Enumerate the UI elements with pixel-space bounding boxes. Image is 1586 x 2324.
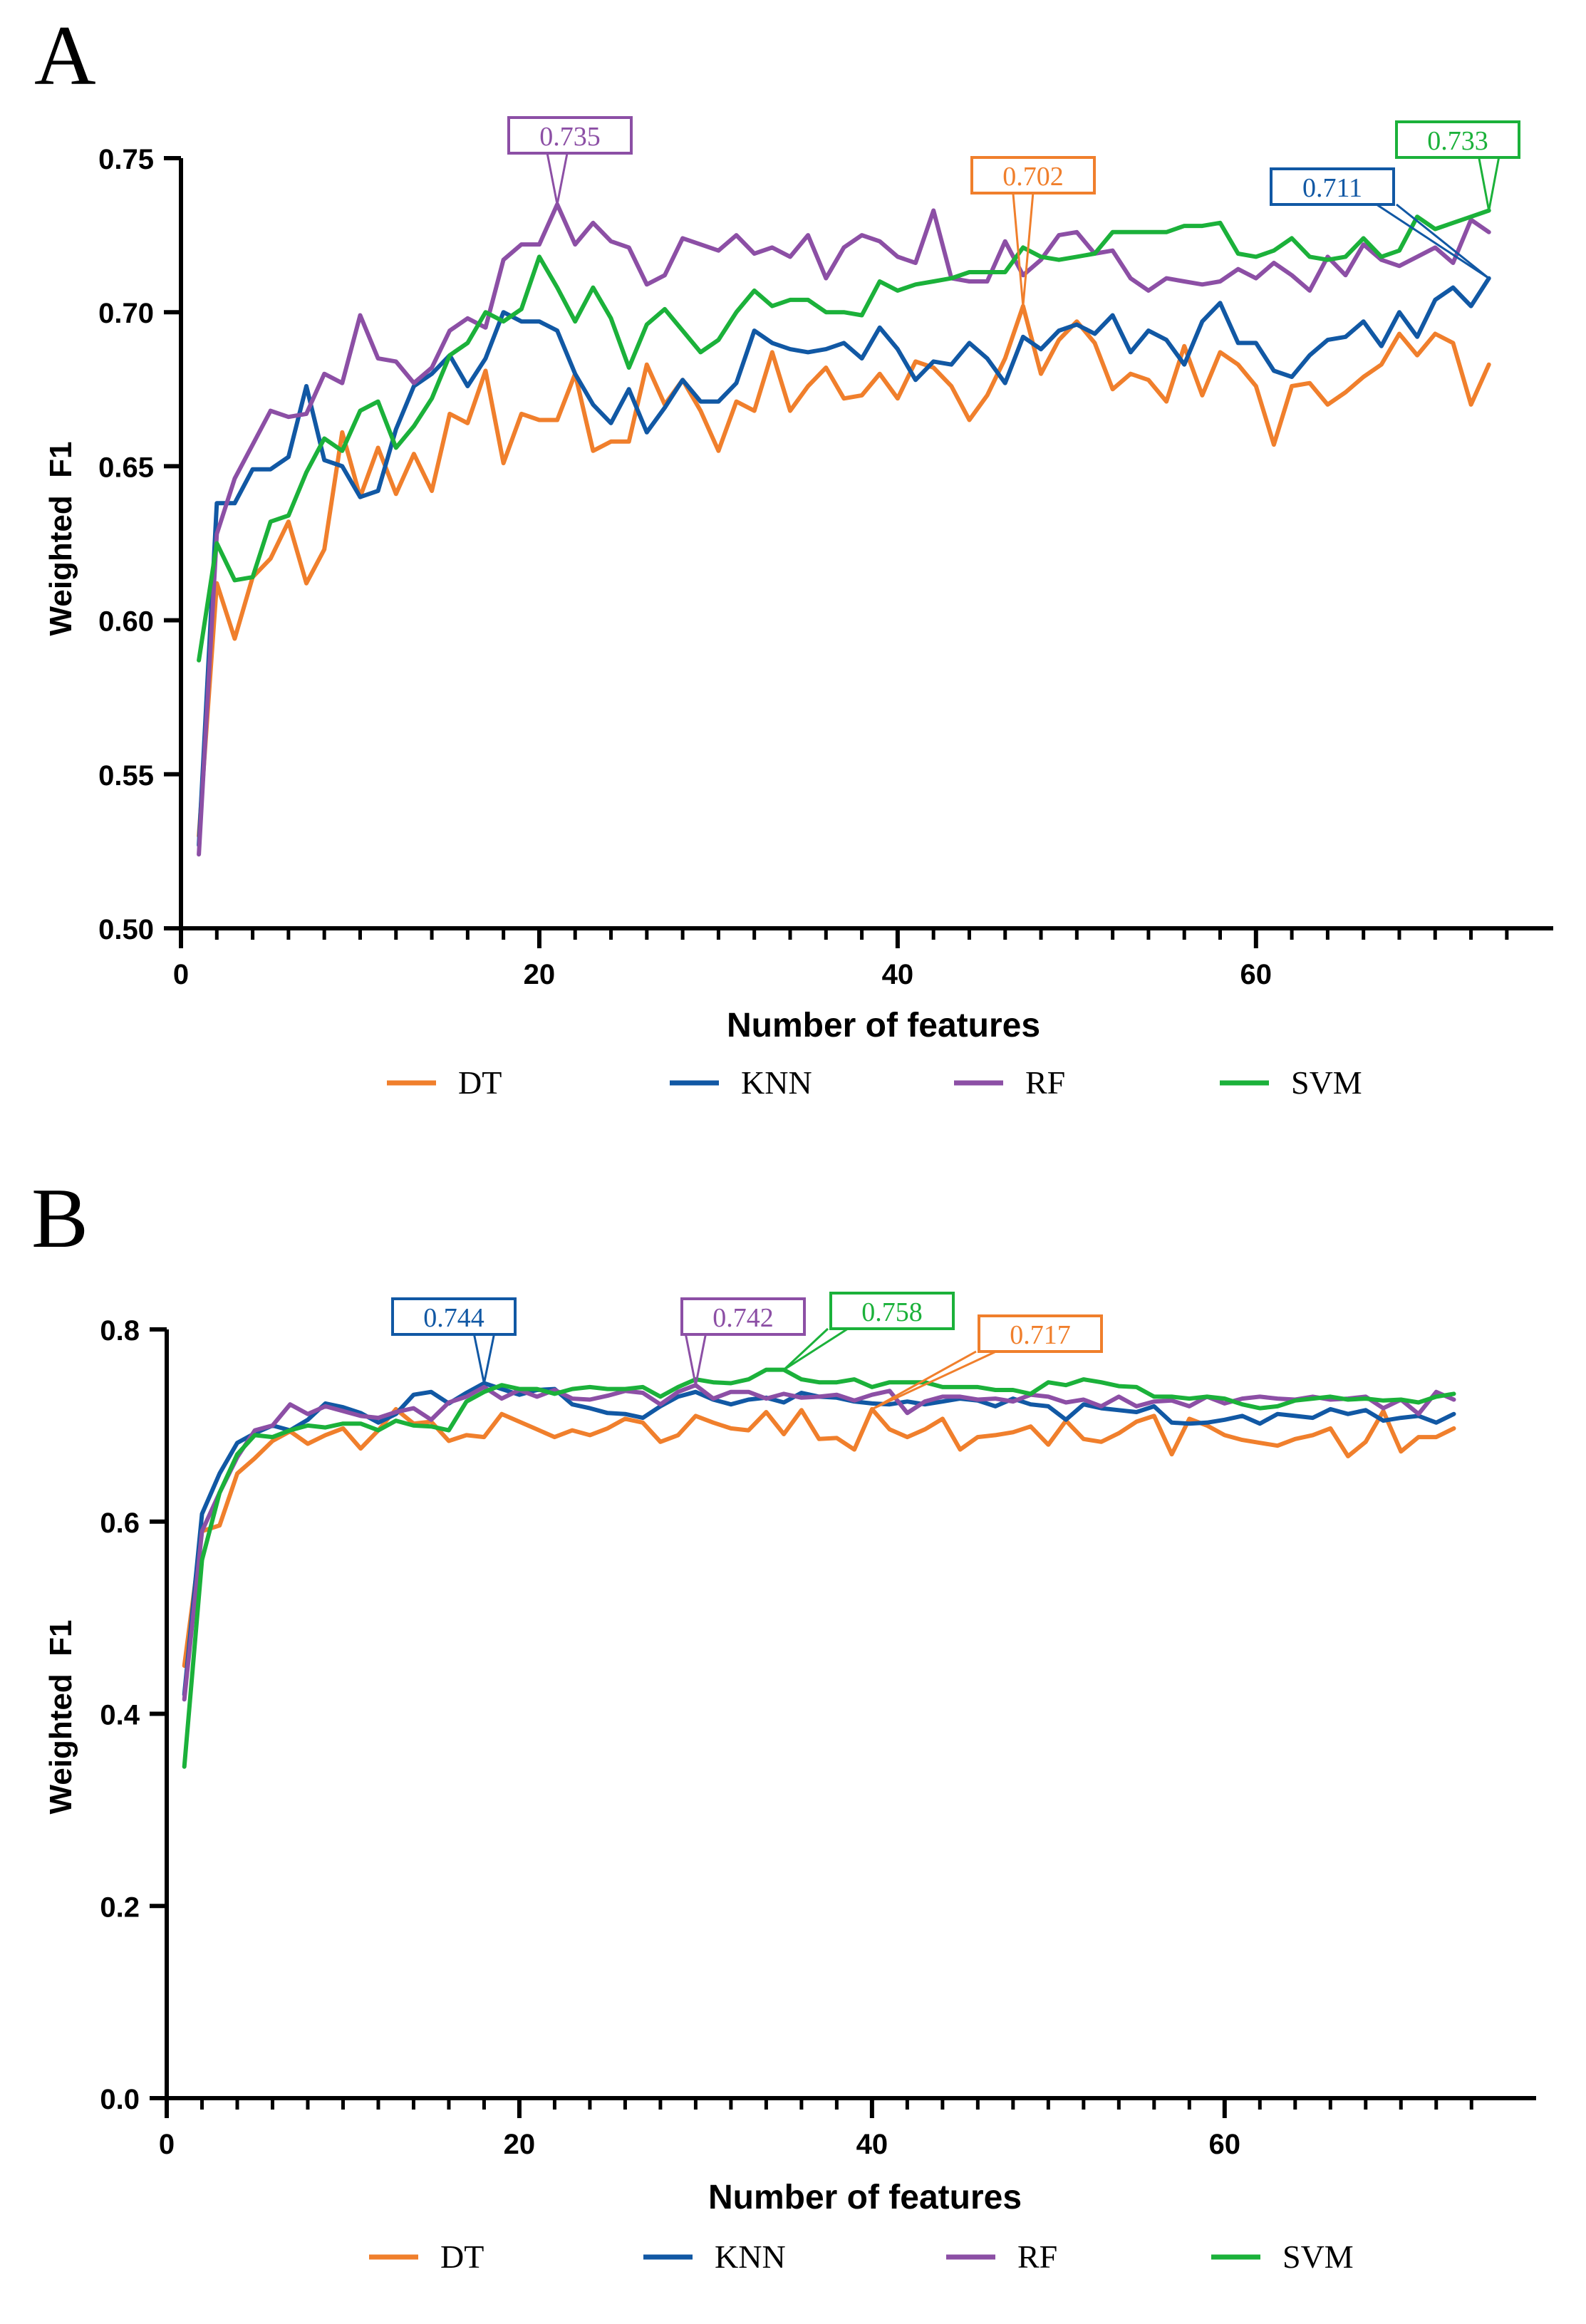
panel-b-x-tick-label: 0 xyxy=(159,2129,175,2160)
panel-a-legend: DT KNN RF SVM xyxy=(387,1064,1362,1101)
panel-b-ylabel: Weighted F1 xyxy=(43,1620,78,1815)
panel-b: B Weighted F1 Number of features 0.00.20… xyxy=(31,1171,1536,2275)
panel-a-annotation-knn: 0.711 xyxy=(1270,167,1490,279)
panel-b-annotation-leader xyxy=(684,1334,697,1386)
panel-b-annotation-leader xyxy=(871,1350,997,1411)
panel-a-annotation-label: 0.733 xyxy=(1427,126,1488,156)
panel-b-annotation-leader xyxy=(694,1334,707,1386)
panel-b-annotation-leader xyxy=(783,1327,849,1371)
panel-b-y-tick-label: 0.6 xyxy=(100,1508,140,1539)
panel-b-xlabel: Number of features xyxy=(708,2179,1022,2216)
panel-a-annotations: 0.735 0.702 0.711 0.733 xyxy=(507,116,1520,306)
panel-b-legend-rf-label: RF xyxy=(1017,2239,1057,2275)
panel-a-ylabel: Weighted F1 xyxy=(43,442,78,636)
panel-b-y-tick-label: 0.4 xyxy=(100,1700,140,1731)
panel-b-annotation-leader xyxy=(482,1334,495,1384)
panel-a-y-tick-label: 0.50 xyxy=(98,914,154,945)
panel-b-annotation-box xyxy=(680,1297,806,1336)
panel-a-series-knn-line xyxy=(197,276,1491,848)
panel-b-y-tick-label: 0.8 xyxy=(100,1315,140,1347)
panel-a-annotation-leader xyxy=(546,152,559,205)
panel-a-y-tick-label: 0.75 xyxy=(98,144,154,175)
panel-a-series-dt-line xyxy=(197,304,1491,839)
panel-b-y-axis: 0.0 0.2 0.4 0.6 0.8 xyxy=(100,1315,169,2115)
panel-a-y-axis: 0.50 0.55 0.60 0.65 0.70 0.75 xyxy=(98,144,183,945)
panel-b-x-tick-label: 60 xyxy=(1209,2129,1241,2160)
panel-b-annotation-leader xyxy=(472,1334,485,1384)
panel-a-x-tick-label: 40 xyxy=(882,959,914,990)
panel-b-y-tick-label: 0.2 xyxy=(100,1892,140,1923)
panel-a-annotation-label: 0.735 xyxy=(539,122,601,152)
panel-b-annotation-leader xyxy=(871,1350,977,1411)
panel-b-annotation-rf: 0.742 xyxy=(680,1297,806,1386)
panel-a-legend-svm-label: SVM xyxy=(1291,1064,1362,1101)
panel-b-legend-dt-label: DT xyxy=(440,2239,484,2275)
panel-a-annotation-leader xyxy=(1396,203,1490,279)
panel-b-annotation-leader xyxy=(783,1327,829,1371)
panel-b-annotation-label: 0.758 xyxy=(861,1297,923,1327)
panel-a-legend-rf-label: RF xyxy=(1025,1064,1065,1101)
panel-b-series-dt-line xyxy=(182,1406,1456,1669)
panel-b-legend: DT KNN RF SVM xyxy=(369,2239,1354,2275)
panel-b-annotation-label: 0.744 xyxy=(423,1303,484,1333)
panel-a-annotation-label: 0.702 xyxy=(1002,162,1064,192)
panel-a-label: A xyxy=(34,8,96,103)
panel-b-label: B xyxy=(31,1171,88,1265)
panel-a-annotation-rf: 0.735 xyxy=(507,116,633,205)
panel-a-annotation-box xyxy=(1395,120,1520,159)
panel-b-legend-knn-label: KNN xyxy=(715,2239,786,2275)
panel-b-y-tick-label: 0.0 xyxy=(100,2084,140,2115)
panel-a-annotation-box xyxy=(970,156,1096,194)
panel-a-annotation-dt: 0.702 xyxy=(970,156,1096,306)
panel-a-y-tick-label: 0.60 xyxy=(98,606,154,638)
panel-a-series-rf-line xyxy=(197,202,1491,857)
panel-a-annotation-box xyxy=(1270,167,1395,206)
panel-b-annotation-dt: 0.717 xyxy=(871,1314,1103,1411)
panel-b-series-svm-line xyxy=(182,1367,1456,1769)
panel-a-annotation-leader xyxy=(1022,192,1035,306)
panel-a-legend-dt-label: DT xyxy=(458,1064,502,1101)
panel-a-annotation-leader xyxy=(1376,203,1490,279)
panel-a-annotation-leader xyxy=(556,152,569,205)
panel-a-x-axis: 0 20 40 60 xyxy=(171,926,1553,990)
panel-a-y-tick-label: 0.65 xyxy=(98,452,154,483)
panel-a-legend-knn-label: KNN xyxy=(741,1064,812,1101)
panel-a-series xyxy=(197,202,1491,857)
panel-b-annotation-label: 0.717 xyxy=(1010,1320,1071,1350)
panel-a-annotation-leader xyxy=(1488,157,1501,211)
panel-b-series-rf-line xyxy=(182,1383,1456,1702)
panel-b-x-tick-label: 40 xyxy=(856,2129,888,2160)
panel-a-annotation-svm: 0.733 xyxy=(1395,120,1520,211)
panel-b-x-axis: 0 20 40 60 xyxy=(155,2096,1536,2160)
panel-a-y-tick-label: 0.70 xyxy=(98,298,154,329)
panel-a-x-tick-label: 0 xyxy=(173,959,189,990)
panel-b-series xyxy=(182,1367,1456,1769)
panel-b-annotation-knn: 0.744 xyxy=(391,1297,517,1384)
panel-b-annotation-label: 0.742 xyxy=(712,1303,774,1333)
panel-a-annotation-box xyxy=(507,116,633,155)
panel-a-series-svm-line xyxy=(197,208,1491,663)
panel-b-x-tick-label: 20 xyxy=(504,2129,536,2160)
panel-a-xlabel: Number of features xyxy=(727,1007,1040,1044)
panel-a-annotation-leader xyxy=(1012,192,1025,306)
panel-b-annotation-box xyxy=(978,1314,1103,1353)
panel-b-annotation-svm: 0.758 xyxy=(783,1292,955,1371)
panel-b-annotations: 0.744 0.742 0.758 0.717 xyxy=(391,1292,1103,1411)
panel-a-x-tick-label: 20 xyxy=(524,959,556,990)
panel-b-annotation-box xyxy=(391,1297,517,1336)
panel-a-y-tick-label: 0.55 xyxy=(98,760,154,792)
panel-b-legend-svm-label: SVM xyxy=(1282,2239,1354,2275)
panel-a-annotation-leader xyxy=(1478,157,1491,211)
panel-a-annotation-label: 0.711 xyxy=(1302,173,1362,203)
panel-b-annotation-box xyxy=(829,1292,955,1330)
panel-a: A Weighted F1 Number of features 0.500.5… xyxy=(34,8,1553,1101)
panel-a-x-tick-label: 60 xyxy=(1240,959,1273,990)
